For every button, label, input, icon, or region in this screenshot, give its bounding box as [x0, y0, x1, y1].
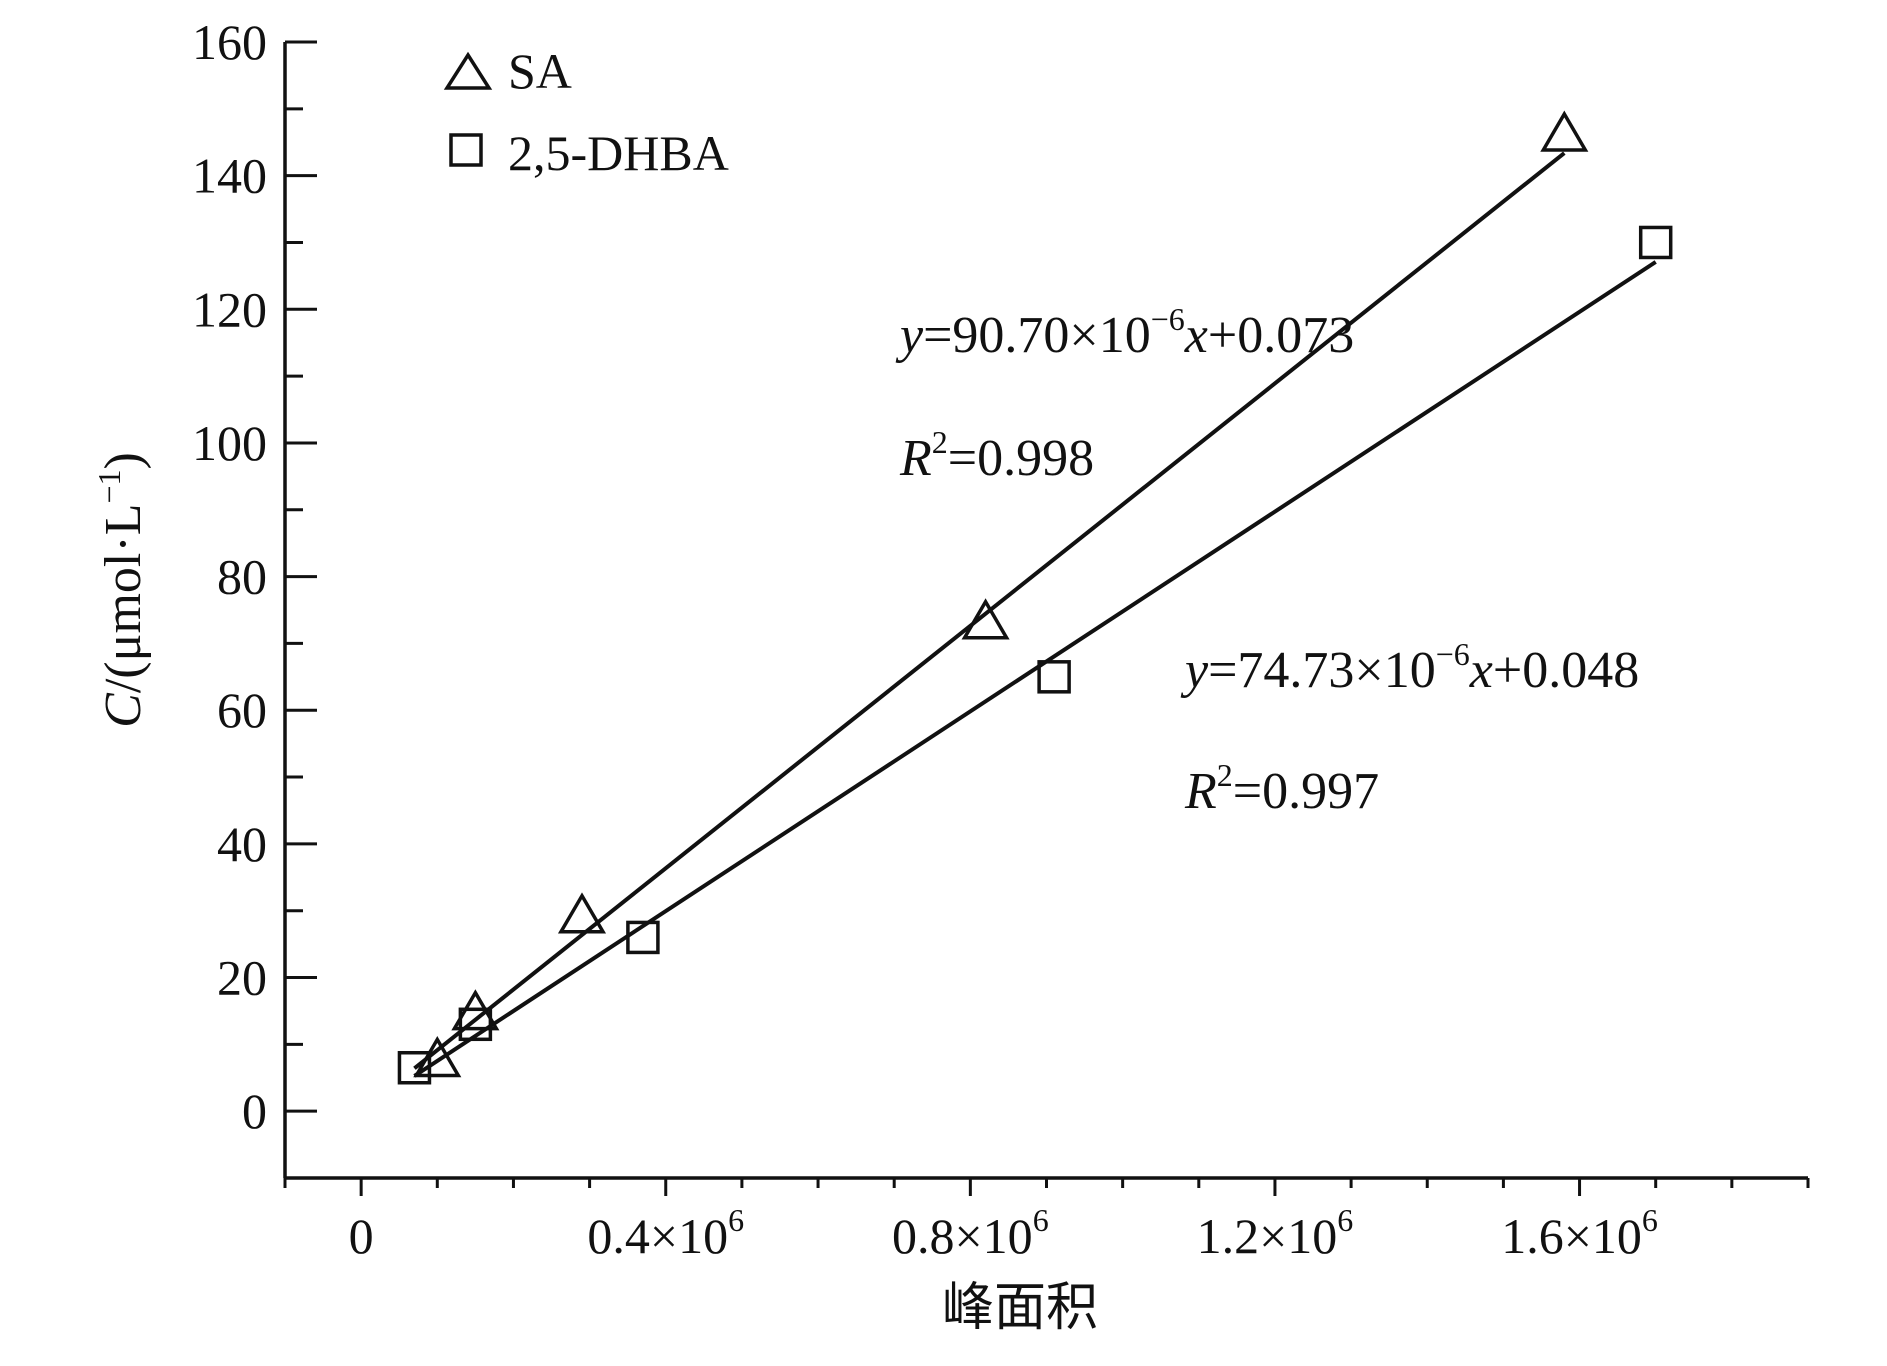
r2-dhba-r: R	[1184, 763, 1217, 820]
fit-line-dhba	[413, 260, 1657, 1078]
marker-sa	[413, 1035, 462, 1078]
marker-dhba	[1638, 225, 1673, 260]
equation-sa-x: x	[1184, 307, 1208, 364]
marker-sa	[1540, 110, 1589, 152]
marker-sa	[557, 892, 607, 934]
marker-sa	[961, 598, 1010, 640]
y-tick-label: 60	[217, 682, 267, 738]
y-axis-label-unit: /(μmol·L	[95, 504, 152, 694]
data-markers	[397, 110, 1673, 1085]
equation-dhba-tail: +0.048	[1493, 642, 1639, 699]
marker-dhba	[1037, 660, 1071, 694]
marker-dhba	[397, 1050, 432, 1085]
y-tick-label: 140	[192, 148, 267, 204]
marker-dhba	[626, 920, 660, 955]
r2-dhba-value: =0.997	[1233, 763, 1379, 820]
equation-sa-exp: −6	[1151, 301, 1185, 337]
equation-dhba-exp: −6	[1436, 636, 1470, 672]
y-tick-label: 100	[192, 415, 267, 471]
y-tick-label: 20	[217, 950, 267, 1006]
equation-dhba-x: x	[1469, 642, 1493, 699]
equation-dhba: y=74.73×10−6x+0.048	[1180, 636, 1639, 699]
r2-dhba: R2=0.997	[1184, 757, 1379, 820]
x-tick-label: 0	[349, 1208, 374, 1264]
r2-sa-exp: 2	[932, 424, 948, 460]
equation-sa: y=90.70×10−6x+0.073	[895, 301, 1354, 364]
legend: SA 2,5-DHBA	[443, 43, 729, 181]
y-axis-label-sup: −1	[91, 469, 127, 503]
legend-label-dhba: 2,5-DHBA	[508, 125, 729, 181]
ticks: 0 0.4×106 0.8×106 1.2×106 1.6×106 0 20 40 60 80 10…	[192, 14, 1810, 1264]
equation-dhba-y: y	[1180, 642, 1209, 699]
x-tick-label: 0.8×106	[892, 1202, 1049, 1264]
equation-sa-tail: +0.073	[1208, 307, 1354, 364]
equation-sa-y: y	[895, 307, 924, 364]
fit-lines	[413, 151, 1657, 1078]
legend-marker-dhba	[449, 133, 483, 167]
y-tick-label: 80	[217, 549, 267, 605]
y-tick-label: 0	[242, 1083, 267, 1139]
x-tick-label: 1.2×106	[1197, 1202, 1354, 1264]
r2-dhba-exp: 2	[1217, 757, 1233, 793]
y-axis-label-var: C	[95, 692, 152, 728]
axes	[283, 42, 1808, 1180]
x-axis-label: 峰面积	[942, 1280, 1098, 1337]
r2-sa-value: =0.998	[948, 430, 1094, 487]
marker-dhba	[458, 1007, 493, 1042]
r2-sa: R2=0.998	[899, 424, 1094, 487]
y-axis-label-close: )	[95, 452, 152, 469]
y-axis-label: C/(μmol·L−1)	[91, 452, 152, 728]
x-tick-label: 0.4×106	[587, 1202, 744, 1264]
r2-sa-r: R	[899, 430, 932, 487]
equation-dhba-body: =74.73×10	[1208, 642, 1436, 699]
y-tick-label: 160	[192, 14, 267, 70]
y-tick-label: 40	[217, 816, 267, 872]
equation-sa-body: =90.70×10	[923, 307, 1151, 364]
x-tick-label: 1.6×106	[1501, 1202, 1658, 1264]
legend-marker-sa	[443, 51, 493, 90]
legend-label-sa: SA	[508, 43, 572, 99]
y-tick-label: 120	[192, 281, 267, 337]
